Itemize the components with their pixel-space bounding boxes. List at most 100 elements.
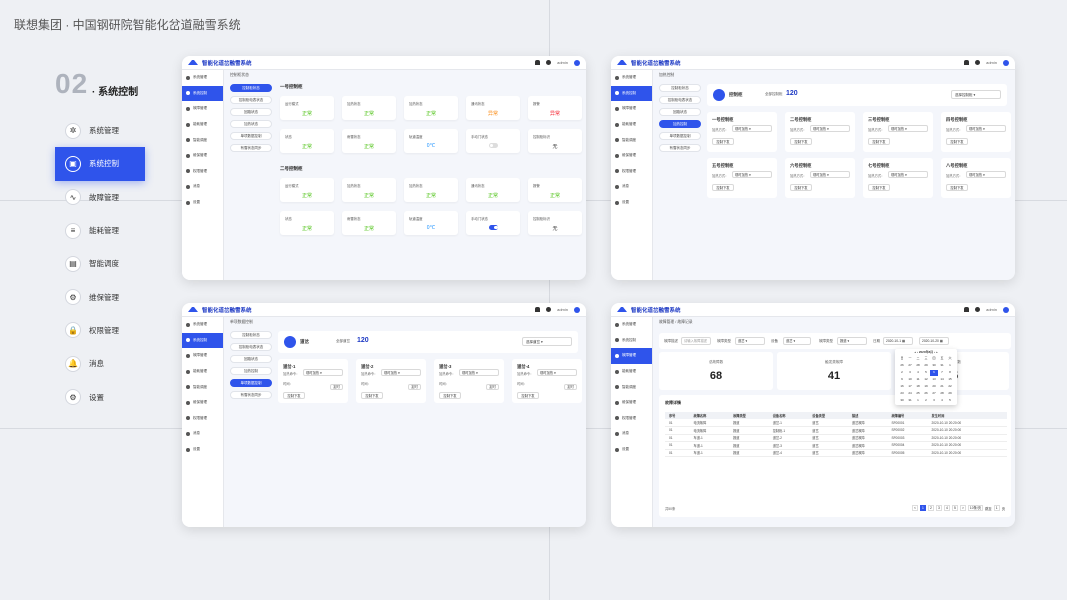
page-button[interactable]: 4: [943, 505, 950, 511]
calendar-day[interactable]: 25: [916, 391, 920, 395]
sidebar-item-7[interactable]: 权限管理: [611, 164, 652, 180]
bell-icon[interactable]: [535, 60, 541, 65]
bell-icon[interactable]: [964, 60, 970, 65]
calendar-day[interactable]: 22: [948, 384, 952, 388]
tab-4[interactable]: 加热状态: [230, 120, 272, 128]
sidebar-item-3[interactable]: 故障管理: [182, 101, 223, 117]
calendar-day[interactable]: 2: [901, 370, 903, 374]
tab-2[interactable]: 控制柜电表状态: [230, 343, 272, 351]
heating-select[interactable]: 现时加热 ▾: [303, 369, 343, 376]
heating-select[interactable]: 现时加热 ▾: [732, 171, 772, 178]
heating-select[interactable]: 现时加热 ▾: [888, 171, 928, 178]
menu-item-7[interactable]: 🔒 权限管理: [55, 314, 145, 347]
calendar-day[interactable]: 11: [916, 377, 920, 381]
calendar-day[interactable]: 19: [924, 384, 928, 388]
table-row[interactable]: 01 电流故障 报道 道岔-1 道岔 道岔故障 SF00001 2020-10-10 20:2…: [665, 419, 1007, 427]
page-button[interactable]: 2: [927, 505, 934, 511]
tab-5[interactable]: 单项数据控制: [659, 132, 701, 140]
calendar-day[interactable]: 1: [949, 363, 951, 367]
calendar-day[interactable]: 27: [932, 391, 936, 395]
send-button[interactable]: 控制下发: [790, 138, 812, 145]
switch-select[interactable]: 选择道岔 ▾: [522, 337, 572, 346]
sidebar-item-8[interactable]: 消息: [182, 179, 223, 195]
cabinet-select[interactable]: 选择控制柜 ▾: [951, 90, 1001, 99]
tab-6[interactable]: 有雪状态同步: [230, 391, 272, 399]
tab-5[interactable]: 单项数据控制: [230, 379, 272, 387]
menu-item-3[interactable]: ∿ 故障管理: [55, 181, 145, 214]
fault-select[interactable]: 报道 ▾: [837, 337, 867, 345]
desc-input[interactable]: 请输入故障描述: [681, 337, 711, 345]
send-button[interactable]: 控制下发: [712, 184, 734, 191]
sidebar-item-5[interactable]: 智能调度: [182, 132, 223, 148]
tab-1[interactable]: 控制柜状态: [230, 331, 272, 339]
page-button[interactable]: 1: [919, 505, 926, 511]
tab-3[interactable]: 回路状态: [230, 108, 272, 116]
avatar[interactable]: [1003, 306, 1009, 313]
sidebar-item-9[interactable]: 设置: [182, 195, 223, 211]
settings-icon[interactable]: [546, 307, 552, 312]
calendar-day[interactable]: 18: [916, 384, 920, 388]
settings-icon[interactable]: [546, 60, 552, 65]
sidebar-item-4[interactable]: 能耗管理: [611, 364, 652, 380]
calendar-day[interactable]: 1: [917, 398, 919, 402]
sidebar-item-1[interactable]: 系统管理: [611, 317, 652, 333]
calendar-day[interactable]: 28: [916, 363, 920, 367]
type-select[interactable]: 道岔 ▾: [735, 337, 765, 345]
calendar-day[interactable]: 13: [932, 377, 936, 381]
sidebar-item-7[interactable]: 权限管理: [182, 411, 223, 427]
sidebar-item-7[interactable]: 权限管理: [611, 411, 652, 427]
table-row[interactable]: 01 车道-1 报道 道岔-4 道岔 道岔故障 SF00005 2020-10-10 20:2…: [665, 449, 1007, 457]
menu-item-9[interactable]: ⚙ 设置: [55, 380, 145, 413]
send-button[interactable]: 控制下发: [868, 138, 890, 145]
sidebar-item-6[interactable]: 维保管理: [611, 148, 652, 164]
calendar-day[interactable]: 4: [941, 398, 943, 402]
jump-input[interactable]: 1: [993, 505, 1000, 511]
page-button[interactable]: 5: [951, 505, 958, 511]
sidebar-item-8[interactable]: 消息: [611, 426, 652, 442]
door-toggle[interactable]: [489, 143, 498, 148]
calendar-day[interactable]: 10: [908, 377, 912, 381]
tab-4[interactable]: 加热控制: [230, 367, 272, 375]
sidebar-item-3[interactable]: 故障管理: [182, 348, 223, 364]
tab-2[interactable]: 控制柜电表状态: [230, 96, 272, 104]
calendar-day[interactable]: 3: [933, 398, 935, 402]
send-button[interactable]: 控制下发: [946, 138, 968, 145]
calendar-day[interactable]: 5: [949, 398, 951, 402]
calendar-day[interactable]: 15: [948, 377, 952, 381]
calendar-day[interactable]: 23: [900, 391, 904, 395]
calendar-day[interactable]: 29: [924, 363, 928, 367]
sidebar-item-8[interactable]: 消息: [611, 179, 652, 195]
tab-3[interactable]: 回路状态: [230, 355, 272, 363]
heating-select[interactable]: 现时加热 ▾: [810, 125, 850, 132]
heating-select[interactable]: 现时加热 ▾: [459, 369, 499, 376]
calendar-day[interactable]: 30: [900, 398, 904, 402]
sidebar-item-1[interactable]: 系统管理: [182, 317, 223, 333]
sidebar-item-3[interactable]: 故障管理: [611, 101, 652, 117]
calendar-day[interactable]: 6: [930, 370, 938, 376]
calendar-day[interactable]: 16: [900, 384, 904, 388]
calendar-day[interactable]: 31: [940, 363, 944, 367]
sidebar-item-4[interactable]: 能耗管理: [182, 117, 223, 133]
sidebar-item-9[interactable]: 设置: [611, 195, 652, 211]
sidebar-item-5[interactable]: 智能调度: [182, 379, 223, 395]
table-row[interactable]: 01 车道-1 报道 道岔-2 道岔 道岔故障 SF00003 2020-10-10 20:2…: [665, 434, 1007, 442]
send-button[interactable]: 控制下发: [946, 184, 968, 191]
send-button[interactable]: 控制下发: [790, 184, 812, 191]
calendar-day[interactable]: 3: [909, 370, 911, 374]
sidebar-item-6[interactable]: 维保管理: [182, 148, 223, 164]
calendar-day[interactable]: 12: [924, 377, 928, 381]
send-button[interactable]: 控制下发: [517, 392, 539, 399]
sidebar-item-2[interactable]: 系统控制: [611, 333, 652, 349]
menu-item-2[interactable]: ▣ 系统控制: [55, 147, 145, 181]
calendar-day[interactable]: 20: [932, 384, 936, 388]
per-page-select[interactable]: 10条/页: [967, 505, 984, 511]
avatar[interactable]: [574, 59, 580, 66]
sidebar-item-8[interactable]: 消息: [182, 426, 223, 442]
heating-select[interactable]: 现时加热 ▾: [732, 125, 772, 132]
avatar[interactable]: [574, 306, 580, 313]
calendar-day[interactable]: 2: [925, 398, 927, 402]
heating-select[interactable]: 现时加热 ▾: [966, 125, 1006, 132]
sidebar-item-5[interactable]: 智能调度: [611, 132, 652, 148]
sidebar-item-2[interactable]: 系统控制: [182, 85, 223, 102]
tab-5[interactable]: 单项数据控制: [230, 132, 272, 140]
